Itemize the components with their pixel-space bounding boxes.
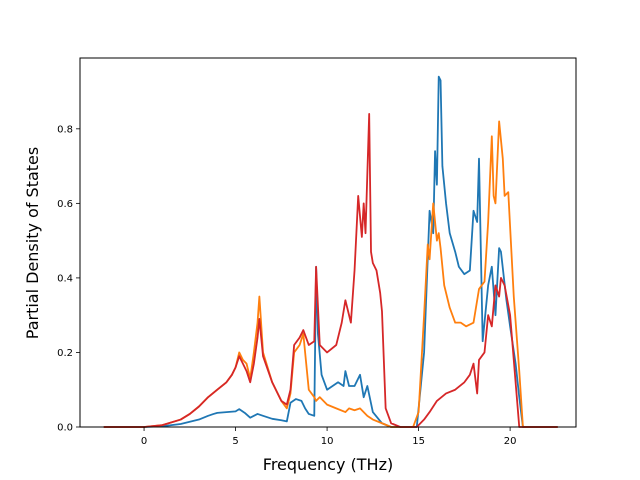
y-tick-label: 0.6 — [57, 199, 73, 210]
y-tick-label: 0.0 — [57, 423, 73, 434]
plot-frame — [79, 57, 577, 428]
x-tick-label: 0 — [141, 436, 147, 447]
plot-area — [80, 58, 576, 427]
x-tick-label: 10 — [321, 436, 334, 447]
y-axis-ticks: 0.0 0.2 0.4 0.6 0.8 — [57, 124, 80, 434]
y-tick-label: 0.8 — [57, 124, 73, 135]
x-axis-ticks: 0 5 10 15 20 — [141, 427, 517, 447]
series-line-1 — [103, 75, 558, 428]
y-tick-label: 0.2 — [57, 348, 73, 359]
x-tick-label: 20 — [504, 436, 517, 447]
x-tick-label: 5 — [232, 436, 238, 447]
y-axis-label: Partial Density of States — [23, 147, 42, 339]
y-tick-label: 0.4 — [57, 273, 73, 284]
series-line-2 — [103, 120, 558, 428]
series-line-3 — [103, 113, 558, 428]
x-tick-label: 15 — [412, 436, 425, 447]
series-layer — [103, 75, 558, 428]
x-axis-label: Frequency (THz) — [263, 455, 393, 474]
